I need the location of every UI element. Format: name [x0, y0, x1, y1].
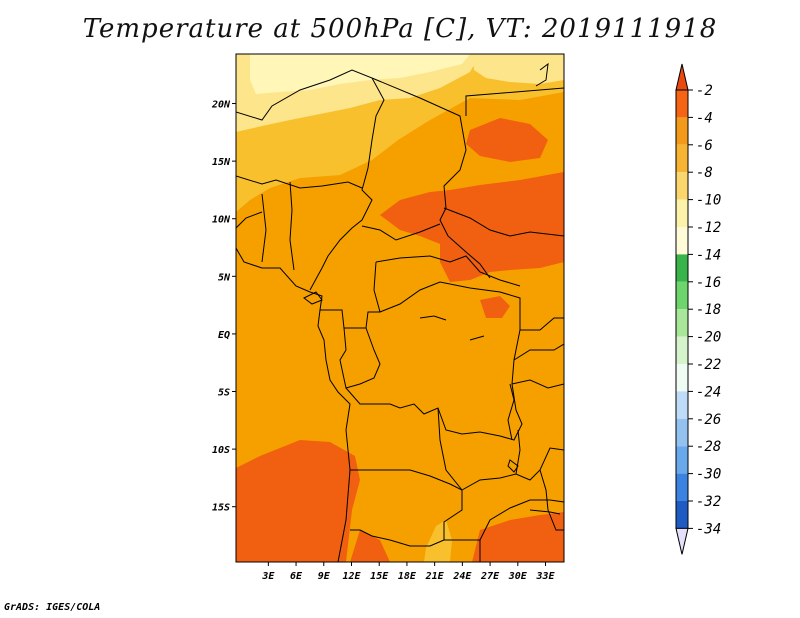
- colorbar-label: -32: [696, 494, 721, 510]
- field-minus8-northeast: [472, 54, 564, 84]
- field-minus6-south: [424, 520, 452, 562]
- colorbar-label: -12: [696, 220, 721, 236]
- colorbar-segment: [676, 172, 688, 200]
- lat-tick-label: 15N: [212, 157, 231, 168]
- lon-tick-label: 9E: [318, 571, 331, 582]
- map-title: Temperature at 500hPa [C], VT: 201911191…: [82, 14, 718, 44]
- colorbar-label: -14: [696, 247, 721, 263]
- colorbar-label: -8: [696, 165, 713, 181]
- lon-tick-label: 3E: [261, 571, 275, 582]
- lon-tick-label: 33E: [535, 571, 555, 582]
- colorbar-segment: [676, 473, 688, 501]
- field-minus2-southwest: [236, 440, 360, 562]
- lat-tick-label: 10N: [212, 215, 231, 226]
- lat-tick-label: 5N: [218, 272, 231, 283]
- colorbar-segment: [676, 501, 688, 529]
- colorbar-label: -28: [696, 439, 721, 455]
- colorbar-label: -4: [696, 110, 713, 126]
- lat-tick-label: EQ: [218, 330, 230, 341]
- lon-tick-label: 30E: [508, 571, 528, 582]
- colorbar-segment: [676, 336, 688, 364]
- colorbar-label: -30: [696, 467, 721, 483]
- colorbar-segment: [676, 309, 688, 337]
- colorbar-segment: [676, 199, 688, 227]
- colorbar-label: -6: [696, 138, 713, 154]
- lat-tick-label: 10S: [212, 445, 230, 456]
- field-minus10-north: [250, 54, 470, 94]
- colorbar-label: -26: [696, 412, 721, 428]
- credit-text: GrADS: IGES/COLA: [4, 602, 101, 613]
- colorbar-segment: [676, 117, 688, 145]
- lon-tick-label: 6E: [290, 571, 303, 582]
- colorbar-segment: [676, 364, 688, 392]
- colorbar-label: -22: [696, 357, 721, 373]
- temperature-fields: [236, 54, 564, 562]
- lat-tick-label: 5S: [218, 388, 230, 399]
- lon-tick-label: 15E: [370, 571, 389, 582]
- colorbar-label: -10: [696, 193, 721, 209]
- colorbar-segment: [676, 254, 688, 282]
- colorbar-segment: [676, 227, 688, 255]
- latitude-ticks: 20N 15N 10N 5N EQ 5S 10S 15S: [211, 100, 236, 514]
- colorbar: -2 -4 -6 -8 -10 -12 -14 -16 -18 -20 -22 -24 -26 -28 -3…: [675, 63, 721, 555]
- lon-tick-label: 21E: [425, 571, 445, 582]
- colorbar-label: -20: [696, 330, 721, 346]
- colorbar-segment: [676, 144, 688, 173]
- colorbar-label: -34: [696, 521, 721, 537]
- lon-tick-label: 24E: [452, 571, 472, 582]
- field-minus2-central: [380, 172, 564, 282]
- lat-tick-label: 20N: [211, 100, 231, 111]
- lon-tick-label: 18E: [398, 571, 417, 582]
- colorbar-segment: [676, 418, 688, 447]
- field-minus2-patch: [480, 296, 510, 318]
- field-minus2-sudan: [466, 118, 548, 162]
- colorbar-segment: [676, 90, 688, 118]
- field-minus2-south: [350, 530, 390, 562]
- lon-tick-label: 12E: [342, 571, 361, 582]
- colorbar-segment: [676, 391, 688, 419]
- colorbar-label: -24: [696, 384, 721, 400]
- longitude-ticks: 3E 6E 9E 12E 15E 18E 21E 24E 27E 30E 33E: [261, 562, 556, 582]
- colorbar-top-tip: [675, 63, 689, 91]
- colorbar-bottom-tip: [675, 527, 689, 555]
- country-borders: [236, 62, 564, 562]
- lon-tick-label: 27E: [480, 571, 500, 582]
- colorbar-label: -2: [696, 83, 713, 99]
- colorbar-label: -16: [696, 275, 721, 291]
- field-minus2-southeast: [472, 512, 564, 562]
- colorbar-segment: [676, 446, 688, 474]
- lat-tick-label: 15S: [212, 503, 230, 514]
- colorbar-label: -18: [696, 302, 721, 318]
- colorbar-segment: [676, 281, 688, 310]
